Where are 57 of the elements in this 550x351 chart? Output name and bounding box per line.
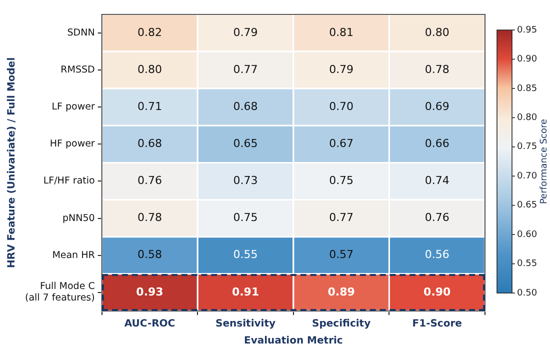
data-label: 0.71 xyxy=(137,100,162,113)
color-bar-label: 0.70 xyxy=(517,171,538,182)
data-label: 0.93 xyxy=(136,285,164,298)
color-bar-label: 0.75 xyxy=(517,142,538,152)
color-bar-label: 0.55 xyxy=(517,259,538,270)
data-label: 0.76 xyxy=(137,174,162,188)
color-bar-label: 0.95 xyxy=(517,25,538,36)
y-tick-label: Mean HR xyxy=(52,250,96,261)
x-tick-label: Sensitivity xyxy=(216,318,276,330)
x-tick-label: Specificity xyxy=(312,318,372,330)
x-tick-label: F1-Score xyxy=(412,318,462,330)
data-label: 0.77 xyxy=(233,62,258,76)
y-tick-label: SDNN xyxy=(67,27,95,38)
data-label: 0.81 xyxy=(329,26,354,39)
color-bar-label: 0.85 xyxy=(517,84,538,94)
y-tick-label: pNN50 xyxy=(62,212,95,224)
data-label: 0.67 xyxy=(329,137,354,150)
y-tick-label: RMSSD xyxy=(60,64,95,76)
data-label: 0.70 xyxy=(329,100,354,113)
color-bar-label: 0.65 xyxy=(517,200,538,211)
data-label: 0.91 xyxy=(232,285,260,298)
color-bar-title: Performance Score xyxy=(539,118,550,204)
data-label: 0.89 xyxy=(328,285,355,298)
data-label: 0.75 xyxy=(233,211,258,224)
data-label: 0.79 xyxy=(329,62,354,76)
data-label: 0.57 xyxy=(329,248,354,262)
y-tick-label: LF/HF ratio xyxy=(43,176,96,187)
data-label: 0.78 xyxy=(137,211,162,224)
data-label: 0.58 xyxy=(137,248,162,262)
data-label: 0.56 xyxy=(424,248,450,262)
data-label: 0.77 xyxy=(329,211,354,224)
y-tick-label: HF power xyxy=(50,138,95,150)
x-tick-label: AUC-ROC xyxy=(124,318,176,330)
y-tick-label: Full Mode C (all 7 features) xyxy=(24,281,96,304)
y-tick-label: LF power xyxy=(52,102,95,113)
data-label: 0.73 xyxy=(233,174,258,188)
data-label: 0.68 xyxy=(137,137,162,150)
data-label: 0.80 xyxy=(424,26,450,39)
data-label: 0.55 xyxy=(233,248,258,262)
color-bar-label: 0.80 xyxy=(517,113,538,124)
data-label: 0.78 xyxy=(424,62,450,76)
data-label: 0.76 xyxy=(424,211,450,224)
color-bar-label: 0.60 xyxy=(517,230,538,240)
color-bar-label: 0.90 xyxy=(517,54,538,65)
color-bar-label: 0.50 xyxy=(517,288,538,298)
data-label: 0.79 xyxy=(233,26,258,39)
data-label: 0.90 xyxy=(424,285,452,298)
data-label: 0.75 xyxy=(329,174,354,188)
data-label: 0.80 xyxy=(137,62,162,76)
data-label: 0.82 xyxy=(137,26,162,39)
y-axis-title: HRV Feature (Univariate) / Full Model xyxy=(6,57,18,268)
data-label: 0.65 xyxy=(233,137,258,150)
data-label: 0.68 xyxy=(233,100,258,113)
data-label: 0.69 xyxy=(424,100,450,113)
x-axis-title: Evaluation Metric xyxy=(244,336,343,347)
data-label: 0.66 xyxy=(424,137,450,150)
data-label: 0.74 xyxy=(424,174,450,188)
